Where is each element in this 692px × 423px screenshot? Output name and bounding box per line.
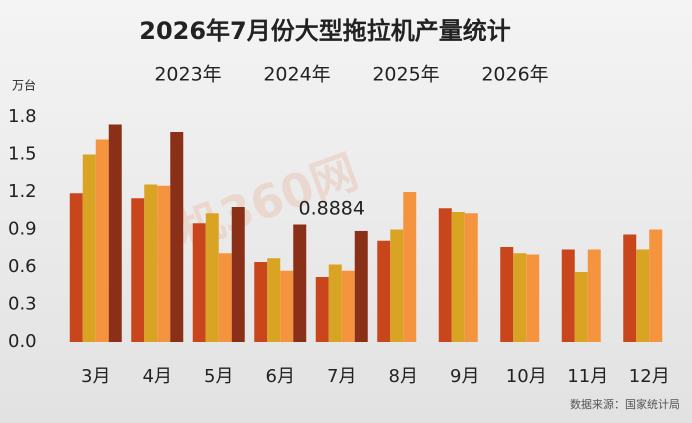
bar — [170, 132, 184, 342]
x-tick-label: 10月 — [506, 366, 547, 387]
bar — [377, 240, 391, 342]
x-tick-label: 7月 — [327, 366, 356, 387]
x-tick-label: 9月 — [450, 366, 479, 387]
bar — [623, 234, 637, 342]
bar — [500, 247, 514, 342]
bar — [513, 253, 527, 342]
y-tick-label: 0.6 — [8, 256, 37, 277]
bar — [574, 272, 588, 342]
y-tick-label: 1.5 — [8, 144, 37, 165]
bar — [403, 192, 417, 342]
bar — [95, 139, 109, 342]
legend-label: 2023年 — [154, 64, 221, 86]
bar — [561, 249, 575, 342]
bar — [192, 223, 206, 342]
y-tick-label: 0.3 — [8, 294, 37, 315]
legend-label: 2026年 — [481, 64, 548, 86]
bar — [354, 230, 368, 342]
bar — [69, 193, 83, 342]
x-tick-label: 12月 — [629, 366, 670, 387]
bar — [328, 264, 342, 342]
y-tick-label: 0.0 — [8, 331, 37, 352]
y-tick-label: 0.9 — [8, 219, 37, 240]
bar — [82, 154, 96, 342]
bar — [131, 198, 145, 342]
x-tick-label: 8月 — [389, 366, 418, 387]
x-tick-label: 5月 — [204, 366, 233, 387]
bar — [108, 124, 122, 342]
legend-label: 2024年 — [263, 64, 330, 86]
bar — [341, 270, 355, 342]
bar — [526, 254, 540, 342]
bar — [254, 262, 268, 342]
bar — [390, 229, 404, 342]
x-tick-label: 3月 — [81, 366, 110, 387]
chart-title: 2026年7月份大型拖拉机产量统计 — [139, 17, 511, 45]
bar — [157, 185, 171, 342]
x-tick-label: 6月 — [266, 366, 295, 387]
source-note: 数据来源：国家统计局 — [570, 397, 680, 411]
y-tick-label: 1.2 — [8, 181, 37, 202]
bar — [438, 208, 452, 342]
x-tick-label: 4月 — [143, 366, 172, 387]
bar — [587, 249, 601, 342]
y-axis-label: 万台 — [12, 78, 36, 93]
bar — [315, 277, 329, 342]
value-label: 0.8884 — [299, 197, 365, 219]
bar — [649, 229, 663, 342]
bar — [205, 213, 219, 342]
y-tick-label: 1.8 — [8, 106, 37, 127]
bar — [144, 184, 158, 342]
bar — [231, 207, 245, 342]
legend-label: 2025年 — [372, 64, 439, 86]
bar — [451, 212, 465, 342]
bar — [293, 224, 307, 342]
bar — [464, 213, 478, 342]
bar — [267, 258, 281, 342]
bar — [636, 249, 650, 342]
x-tick-label: 11月 — [567, 366, 608, 387]
bar — [280, 270, 294, 342]
bar — [218, 253, 232, 342]
